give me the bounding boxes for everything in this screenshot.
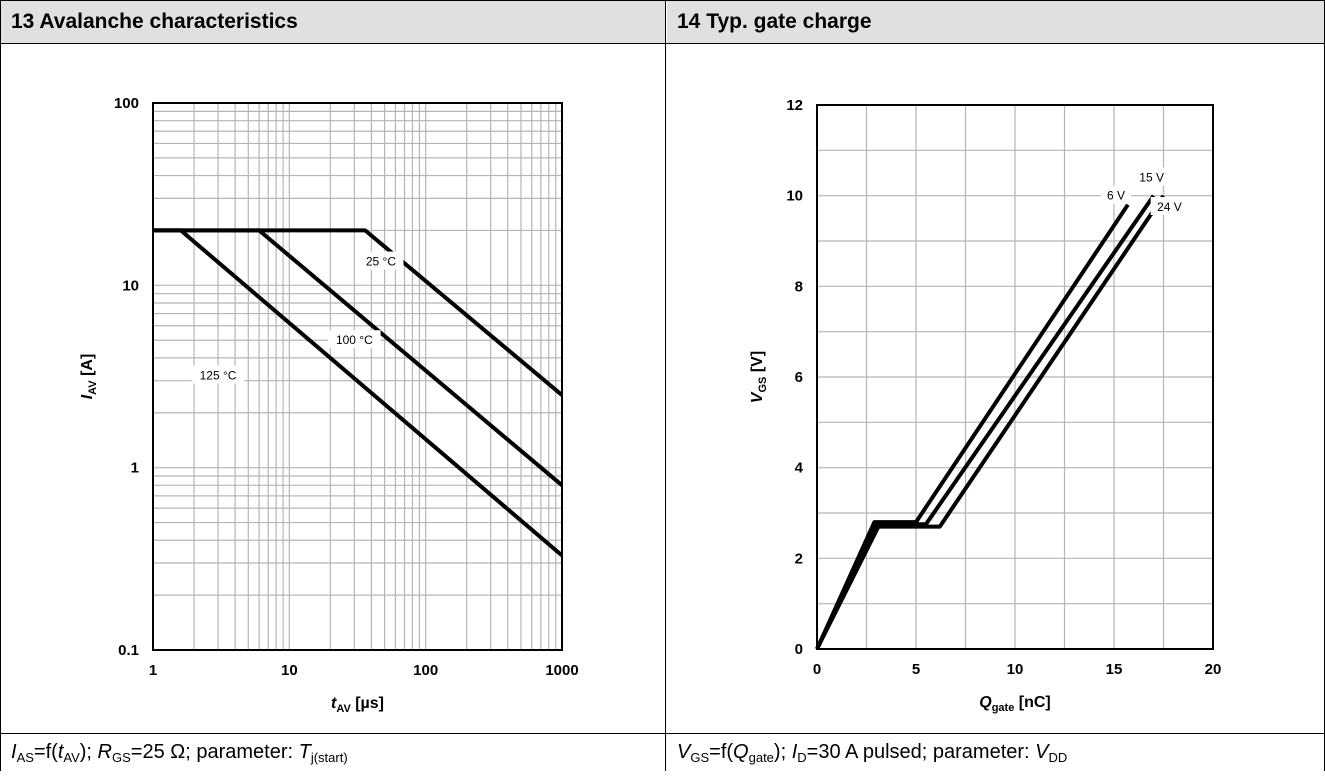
chart13-xtick-label: 10 (281, 662, 298, 679)
chart14-series-label-bg-1 (1100, 185, 1132, 204)
chart14-xtick-label: 5 (912, 661, 920, 678)
table-border-left (0, 0, 1, 771)
chart13-series-label-bg-2 (328, 330, 381, 349)
chart13-avalanche: 1 10 100 1000 0.1 1 10 100 tAV [µs] IAV [A] 25 °C 1… (79, 95, 579, 715)
table-border-mid (665, 0, 666, 771)
chart14-series-label-2: 15 V (1139, 171, 1164, 185)
chart14-series-label-1: 6 V (1107, 189, 1125, 203)
chart14-xtick-label: 20 (1205, 661, 1222, 678)
chart13-series-label-2: 100 °C (336, 333, 373, 347)
chart13-xlabel: tAV [µs] (331, 695, 384, 715)
chart14-xtick-label: 10 (1007, 661, 1024, 678)
chart14-gate-charge: 0 5 10 15 20 0 2 4 6 8 10 12 Qgate [nC] VGS [V] 6 V 15 … (749, 97, 1221, 714)
table-border-header (0, 43, 1325, 44)
chart13-header: 13 Avalanche characteristics (1, 1, 665, 43)
chart14-xtick-label: 15 (1106, 661, 1123, 678)
chart14-plot-frame (816, 104, 1214, 650)
chart13-series-label-bg-1 (358, 251, 404, 270)
table-border-top (0, 0, 1325, 1)
chart13-ylabel: IAV [A] (79, 354, 99, 400)
chart13-ytick-label: 0.1 (118, 642, 139, 659)
chart13-caption: IAS=f(tAV); RGS=25 Ω; parameter: Tj(star… (11, 741, 348, 765)
chart13-xtick-label: 1000 (545, 662, 578, 679)
chart13-series-line-2 (153, 228, 564, 487)
chart14-ytick-label: 12 (786, 97, 803, 114)
chart13-xtick-label: 1 (149, 662, 157, 679)
chart13-ytick-label: 100 (114, 95, 139, 112)
chart14-caption: VGS=f(Qgate); ID=30 A pulsed; parameter:… (677, 741, 1068, 765)
chart14-ytick-label: 0 (795, 641, 803, 658)
chart14-series-line-3 (815, 194, 1166, 650)
chart13-ytick-label: 1 (131, 460, 139, 477)
chart13-series-label-3: 125 °C (200, 369, 237, 383)
chart14-series-label-bg-3 (1150, 197, 1189, 215)
chart13-xtick-label: 100 (413, 662, 438, 679)
chart13-series-label-bg-3 (191, 365, 245, 384)
chart13-series-label-1: 25 °C (366, 255, 396, 269)
table-border-caption (0, 733, 1325, 734)
chart14-xtick-label: 0 (813, 661, 821, 678)
chart14-series-line-1 (815, 203, 1130, 650)
chart14-series-label-bg-2 (1132, 167, 1171, 186)
chart13-plot-frame (152, 102, 563, 651)
chart14-ytick-label: 2 (795, 550, 803, 567)
chart14-ytick-label: 10 (786, 188, 803, 205)
chart14-ytick-label: 8 (795, 278, 803, 295)
chart14-ytick-label: 6 (795, 369, 803, 386)
chart14-ytick-label: 4 (795, 460, 804, 477)
chart13-series-line-3 (153, 228, 564, 558)
chart14-header: 14 Typ. gate charge (667, 1, 1324, 43)
chart14-ylabel: VGS [V] (749, 351, 769, 403)
chart13-ytick-label: 10 (122, 277, 139, 294)
chart14-series-label-3: 24 V (1157, 200, 1182, 214)
chart14-xlabel: Qgate [nC] (979, 694, 1051, 714)
